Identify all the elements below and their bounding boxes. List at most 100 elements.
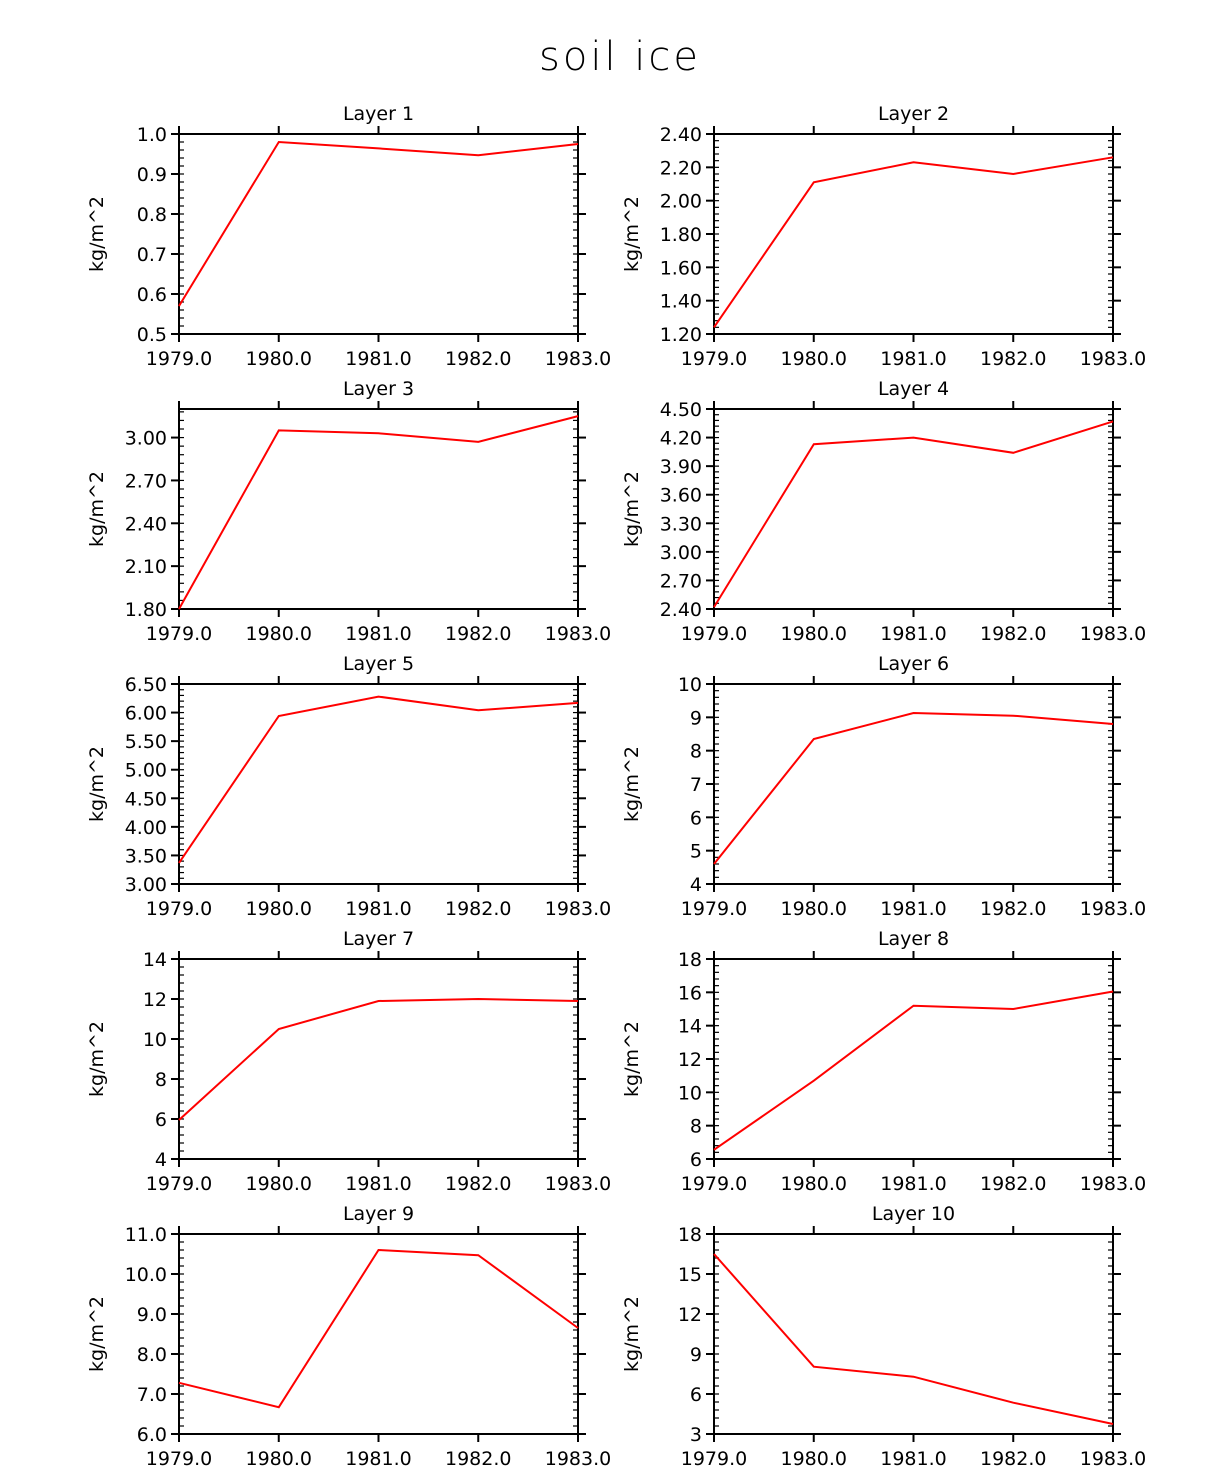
x-tick-label: 1983.0 [545, 898, 611, 920]
x-tick-label: 1982.0 [445, 898, 511, 920]
y-tick-label: 2.00 [660, 191, 702, 213]
y-tick-label: 0.6 [137, 284, 167, 306]
x-tick-label: 1981.0 [345, 348, 411, 370]
y-tick-label: 14 [143, 949, 167, 971]
x-tick-label: 1982.0 [980, 623, 1046, 645]
plot-frame [713, 958, 1114, 1160]
x-tick-label: 1979.0 [146, 623, 212, 645]
y-tick-label: 10 [143, 1029, 167, 1051]
plot-frame [178, 408, 579, 610]
y-axis-label: kg/m^2 [621, 196, 643, 272]
y-axis-label: kg/m^2 [86, 746, 108, 822]
x-tick-label: 1983.0 [545, 348, 611, 370]
y-tick-label: 5 [690, 841, 702, 863]
series-line-layer-2 [713, 156, 1114, 328]
plot-frame [178, 958, 579, 1160]
x-tick-label: 1979.0 [146, 348, 212, 370]
x-tick-label: 1982.0 [445, 1448, 511, 1470]
y-tick-label: 3.60 [660, 485, 702, 507]
y-tick-label: 8.0 [137, 1344, 167, 1366]
y-tick-label: 10 [678, 1082, 702, 1104]
y-tick-label: 3.00 [660, 542, 702, 564]
y-tick-label: 3 [690, 1424, 702, 1446]
y-tick-label: 1.80 [125, 599, 167, 621]
panel-layer-4: Layer 4 kg/m^2 2.40 2.70 3.00 3.30 3.60 3.90 4.2… [621, 378, 1146, 645]
panel-title: Layer 7 [343, 928, 414, 950]
panel-layer-10: Layer 10 kg/m^2 3 6 9 12 15 18 1979.0 1980.0 1981.… [621, 1203, 1146, 1470]
series-line-layer-6 [713, 711, 1114, 865]
panel-title: Layer 9 [343, 1203, 414, 1225]
x-tick-label: 1981.0 [880, 1173, 946, 1195]
panel-title: Layer 5 [343, 653, 414, 675]
x-tick-label: 1982.0 [980, 348, 1046, 370]
y-tick-label: 12 [678, 1304, 702, 1326]
y-tick-label: 4.00 [125, 817, 167, 839]
x-tick-label: 1980.0 [781, 1448, 847, 1470]
y-tick-label: 2.40 [660, 599, 702, 621]
y-tick-label: 16 [678, 982, 702, 1004]
y-tick-label: 2.70 [125, 470, 167, 492]
x-tick-label: 1983.0 [1080, 623, 1146, 645]
x-tick-label: 1979.0 [146, 1448, 212, 1470]
y-tick-label: 6.50 [125, 674, 167, 696]
y-tick-label: 10 [678, 674, 702, 696]
y-axis-label: kg/m^2 [86, 471, 108, 547]
x-tick-label: 1980.0 [781, 898, 847, 920]
y-tick-label: 18 [678, 949, 702, 971]
x-tick-label: 1982.0 [445, 348, 511, 370]
y-axis-label: kg/m^2 [621, 471, 643, 547]
y-tick-label: 3.00 [125, 428, 167, 450]
y-tick-label: 9 [690, 1344, 702, 1366]
series-line-layer-3 [178, 415, 579, 610]
y-tick-label: 4 [155, 1149, 167, 1171]
x-tick-label: 1979.0 [681, 1173, 747, 1195]
series-line-layer-8 [713, 990, 1114, 1151]
y-tick-label: 1.60 [660, 257, 702, 279]
y-tick-label: 5.50 [125, 731, 167, 753]
x-tick-label: 1982.0 [445, 1173, 511, 1195]
plot-frame [178, 1233, 579, 1435]
y-axis-label: kg/m^2 [86, 196, 108, 272]
series-line-layer-7 [178, 997, 579, 1121]
x-tick-label: 1980.0 [781, 348, 847, 370]
x-tick-label: 1981.0 [345, 623, 411, 645]
y-tick-label: 2.10 [125, 556, 167, 578]
panel-layer-3: Layer 3 kg/m^2 1.80 2.10 2.40 2.70 3.00 1979.0 1… [86, 378, 611, 645]
series-line-layer-4 [713, 420, 1114, 608]
plot-frame [178, 133, 579, 335]
x-tick-label: 1981.0 [880, 623, 946, 645]
panel-layer-1: Layer 1 kg/m^2 0.5 0.6 0.7 0.8 0.9 1.0 1979.0 198… [86, 103, 611, 370]
x-tick-label: 1983.0 [545, 1448, 611, 1470]
y-tick-label: 3.00 [125, 874, 167, 896]
y-tick-label: 11.0 [125, 1224, 167, 1246]
y-tick-label: 6 [690, 1384, 702, 1406]
y-tick-label: 14 [678, 1016, 702, 1038]
plot-frame [713, 1233, 1114, 1435]
panel-title: Layer 1 [343, 103, 414, 125]
y-tick-label: 1.40 [660, 291, 702, 313]
y-tick-label: 3.50 [125, 845, 167, 867]
x-tick-label: 1982.0 [980, 1173, 1046, 1195]
panel-title: Layer 4 [878, 378, 949, 400]
y-axis-label: kg/m^2 [86, 1296, 108, 1372]
x-tick-label: 1983.0 [545, 1173, 611, 1195]
panel-title: Layer 3 [343, 378, 414, 400]
y-tick-label: 6 [690, 807, 702, 829]
x-tick-label: 1979.0 [681, 898, 747, 920]
y-tick-label: 18 [678, 1224, 702, 1246]
x-tick-label: 1980.0 [781, 1173, 847, 1195]
y-tick-label: 0.9 [137, 164, 167, 186]
panel-layer-7: Layer 7 kg/m^2 4 6 8 10 12 14 1979.0 1980.0 1981.0… [86, 928, 611, 1195]
y-tick-label: 6.0 [137, 1424, 167, 1446]
y-tick-label: 0.5 [137, 324, 167, 346]
y-axis-label: kg/m^2 [621, 1296, 643, 1372]
y-tick-label: 1.80 [660, 224, 702, 246]
y-tick-label: 7.0 [137, 1384, 167, 1406]
y-tick-label: 4 [690, 874, 702, 896]
x-tick-label: 1981.0 [345, 1448, 411, 1470]
panel-layer-8: Layer 8 kg/m^2 6 8 10 12 14 16 18 1979.0 1980.0 198… [621, 928, 1146, 1195]
series-line-layer-9 [178, 1248, 579, 1409]
y-axis-label: kg/m^2 [621, 746, 643, 822]
x-tick-label: 1981.0 [345, 898, 411, 920]
